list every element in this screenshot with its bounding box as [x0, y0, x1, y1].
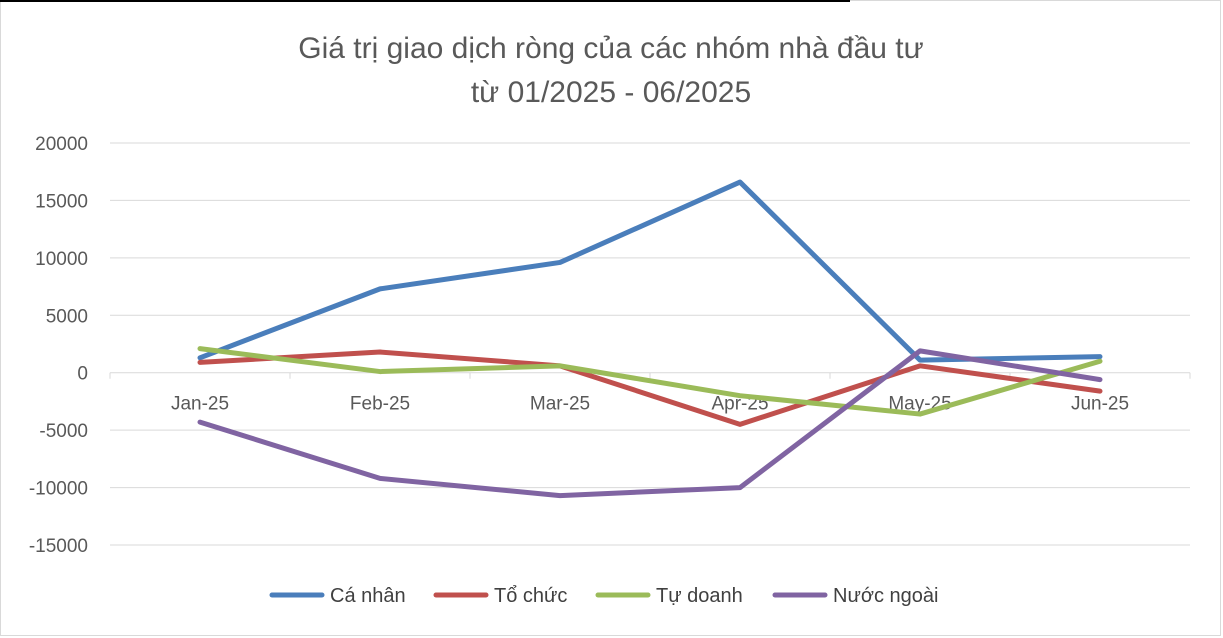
x-tick-label: Feb-25	[350, 394, 410, 415]
y-tick-label: -15000	[29, 536, 88, 557]
y-tick-label: 10000	[35, 249, 88, 270]
series-line-1	[197, 179, 1103, 363]
legend: Cá nhân Tổ chức Tự doanh Nước ngoài	[269, 585, 938, 607]
y-tick-label: -10000	[29, 479, 88, 500]
series-line-4	[197, 348, 1103, 499]
legend-label-3: Tự doanh	[656, 585, 743, 607]
top-border-line	[0, 0, 850, 2]
series-line-2	[197, 349, 1103, 427]
y-tick-label: 20000	[35, 134, 88, 155]
gridlines	[109, 142, 1191, 546]
x-tick-label: Jan-25	[171, 394, 229, 415]
y-tick-label: 0	[77, 364, 88, 385]
y-tick-label: -5000	[39, 421, 88, 442]
legend-label-1: Cá nhân	[330, 585, 406, 607]
x-tick-label: Jun-25	[1071, 394, 1129, 415]
chart-subtitle: từ 01/2025 - 06/2025	[471, 76, 751, 109]
y-axis-ticks: 20000 15000 10000 5000 0 -5000 -10000 -15000	[29, 134, 88, 557]
series-line-3	[197, 346, 1103, 417]
legend-label-2: Tổ chức	[494, 585, 567, 607]
x-tick-label: Mar-25	[530, 394, 590, 415]
y-tick-label: 5000	[46, 306, 88, 327]
legend-label-4: Nước ngoài	[833, 585, 938, 607]
chart-title: Giá trị giao dịch ròng của các nhóm nhà …	[298, 32, 923, 65]
series-lines	[197, 179, 1103, 499]
y-tick-label: 15000	[35, 191, 88, 212]
x-axis-ticks: Jan-25 Feb-25 Mar-25 Apr-25 May-25 Jun-25	[171, 394, 1129, 415]
